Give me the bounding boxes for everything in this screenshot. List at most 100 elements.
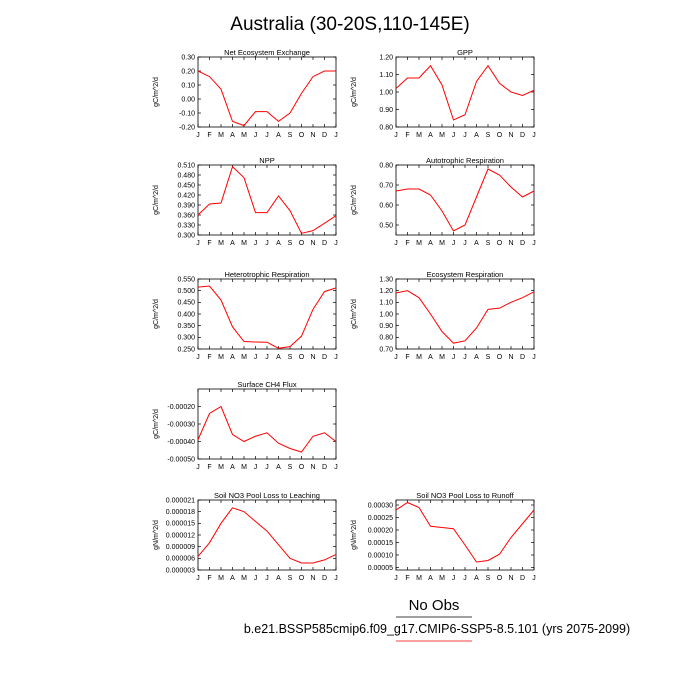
panel-9: Soil NO3 Pool Loss to Runoff gN/m^2/d 0.00… bbox=[351, 491, 536, 582]
panel-5-ytick-label-0: 0.550 bbox=[177, 276, 195, 283]
panel-8-frame bbox=[197, 499, 337, 571]
panel-8-xtick-label-0: J bbox=[196, 575, 200, 582]
panel-2-series-line-0 bbox=[395, 64, 535, 121]
panel-2-title: GPP bbox=[457, 48, 473, 57]
panel-9-title: Soil NO3 Pool Loss to Runoff bbox=[416, 491, 514, 500]
panel-6-title: Ecosystem Respiration bbox=[427, 270, 504, 279]
panel-3-ytick-label-4: 0.390 bbox=[177, 202, 195, 209]
panel-2-ytick-label-1: 1.10 bbox=[379, 72, 393, 79]
panel-2-ytick-label-0: 1.20 bbox=[379, 54, 393, 61]
panel-6-xtick-label-8: S bbox=[486, 354, 491, 361]
panel-6-ytick-label-1: 1.20 bbox=[379, 288, 393, 295]
panel-5-series-line-0 bbox=[197, 285, 337, 349]
panel-3-title: NPP bbox=[259, 156, 274, 165]
panel-5-xtick-label-1: F bbox=[207, 354, 211, 361]
panel-7-ytick-label-1: -0.00030 bbox=[167, 421, 195, 428]
panel-1-frame bbox=[197, 56, 337, 128]
panel-6-ytick-label-3: 1.00 bbox=[379, 311, 393, 318]
panel-8-ytick-label-5: 0.000006 bbox=[166, 556, 195, 563]
panel-8-xtick-label-11: D bbox=[322, 575, 327, 582]
panel-1-xtick-label-2: M bbox=[218, 132, 224, 139]
panel-3-ytick-label-6: 0.330 bbox=[177, 222, 195, 229]
panel-5-title: Heterotrophic Respiration bbox=[224, 270, 309, 279]
panel-4-xtick-label-8: S bbox=[486, 240, 491, 247]
panel-3-xtick-label-8: S bbox=[288, 240, 293, 247]
panel-6-xtick-label-11: D bbox=[520, 354, 525, 361]
panel-3-ytick-label-0: 0.510 bbox=[177, 162, 195, 169]
panel-5-xtick-label-9: O bbox=[299, 354, 305, 361]
panel-9-ytick-label-5: 0.00005 bbox=[368, 565, 393, 572]
panel-9-xtick-label-8: S bbox=[486, 575, 491, 582]
panel-8-series-line-0 bbox=[197, 507, 337, 564]
panel-2-xtick-label-5: J bbox=[452, 132, 456, 139]
panel-9-xtick-label-6: J bbox=[463, 575, 467, 582]
panel-9-xtick-label-1: F bbox=[405, 575, 409, 582]
panel-3-xtick-label-4: M bbox=[241, 240, 247, 247]
panel-1-ytick-label-1: 0.20 bbox=[181, 68, 195, 75]
panel-7-ylabel: gC/m^2/d bbox=[153, 409, 160, 439]
panel-9-xtick-label-10: N bbox=[508, 575, 513, 582]
panel-3-xtick-label-5: J bbox=[254, 240, 258, 247]
panel-4-series-line-0 bbox=[395, 168, 535, 232]
panel-6-ylabel: gC/m^2/d bbox=[351, 299, 358, 329]
panel-6-xtick-label-6: J bbox=[463, 354, 467, 361]
panel-3-ylabel: gC/m^2/d bbox=[153, 185, 160, 215]
panel-7-title: Surface CH4 Flux bbox=[237, 380, 296, 389]
panel-9-xtick-label-2: M bbox=[416, 575, 422, 582]
panel-5-xtick-label-4: M bbox=[241, 354, 247, 361]
panel-1-xtick-label-4: M bbox=[241, 132, 247, 139]
panel-2-ytick-label-3: 0.90 bbox=[379, 107, 393, 114]
main-title: Australia (30-20S,110-145E) bbox=[230, 14, 469, 35]
panel-6-series-line-0 bbox=[395, 290, 535, 344]
panel-8-ytick-label-0: 0.000021 bbox=[166, 497, 195, 504]
panel-8-xtick-label-10: N bbox=[310, 575, 315, 582]
panel-7: Surface CH4 Flux gC/m^2/d -0.00020 -0.00030… bbox=[153, 380, 338, 471]
panel-6-xtick-label-5: J bbox=[452, 354, 456, 361]
panel-4-xtick-label-11: D bbox=[520, 240, 525, 247]
panel-9-xtick-label-12: J bbox=[532, 575, 536, 582]
panel-5-xtick-label-5: J bbox=[254, 354, 258, 361]
panel-5-ytick-label-3: 0.400 bbox=[177, 311, 195, 318]
panel-8-xtick-label-9: O bbox=[299, 575, 305, 582]
panel-1-xtick-label-8: S bbox=[288, 132, 293, 139]
panel-4-xtick-label-0: J bbox=[394, 240, 398, 247]
panel-6-ytick-label-6: 0.70 bbox=[379, 346, 393, 353]
panel-7-xtick-label-5: J bbox=[254, 464, 258, 471]
panel-1-xtick-label-11: D bbox=[322, 132, 327, 139]
panel-1-xtick-label-1: F bbox=[207, 132, 211, 139]
panel-5: Heterotrophic Respiration gC/m^2/d 0.550 0.… bbox=[153, 270, 338, 361]
panel-1-ytick-label-5: -0.20 bbox=[179, 124, 195, 131]
legend-obs-label: No Obs bbox=[409, 597, 460, 614]
panel-7-ytick-label-3: -0.00050 bbox=[167, 456, 195, 463]
panel-3-ytick-label-1: 0.480 bbox=[177, 172, 195, 179]
panel-9-xtick-label-11: D bbox=[520, 575, 525, 582]
panel-7-xtick-label-10: N bbox=[310, 464, 315, 471]
panel-9-xtick-label-7: A bbox=[474, 575, 479, 582]
panel-2-xtick-label-8: S bbox=[486, 132, 491, 139]
panel-7-ytick-label-0: -0.00020 bbox=[167, 404, 195, 411]
panel-7-frame bbox=[197, 388, 337, 460]
panel-6-ytick-label-5: 0.80 bbox=[379, 335, 393, 342]
panel-4-ylabel: gC/m^2/d bbox=[351, 185, 358, 215]
panel-5-ytick-label-6: 0.250 bbox=[177, 346, 195, 353]
panel-4-xtick-label-12: J bbox=[532, 240, 536, 247]
panel-7-xtick-label-3: A bbox=[230, 464, 235, 471]
panel-7-xtick-label-1: F bbox=[207, 464, 211, 471]
panel-5-xtick-label-8: S bbox=[288, 354, 293, 361]
panel-7-xtick-label-11: D bbox=[322, 464, 327, 471]
panel-5-xtick-label-10: N bbox=[310, 354, 315, 361]
panel-3-frame bbox=[197, 164, 337, 236]
panel-1-xtick-label-10: N bbox=[310, 132, 315, 139]
panel-1-ytick-label-3: 0.00 bbox=[181, 96, 195, 103]
panel-8-xtick-label-7: A bbox=[276, 575, 281, 582]
panel-9-xtick-label-5: J bbox=[452, 575, 456, 582]
chart-panels: Net Ecosystem Exchange gC/m^2/d 0.30 0.20 0.… bbox=[153, 48, 536, 582]
panel-5-xtick-label-11: D bbox=[322, 354, 327, 361]
panel-1-xtick-label-0: J bbox=[196, 132, 200, 139]
panel-9-ylabel: gN/m^2/d bbox=[351, 520, 358, 550]
panel-1: Net Ecosystem Exchange gC/m^2/d 0.30 0.20 0.… bbox=[153, 48, 338, 139]
panel-4-xtick-label-4: M bbox=[439, 240, 445, 247]
panel-8-xtick-label-2: M bbox=[218, 575, 224, 582]
panel-1-title: Net Ecosystem Exchange bbox=[224, 48, 310, 57]
panel-2-xtick-label-0: J bbox=[394, 132, 398, 139]
